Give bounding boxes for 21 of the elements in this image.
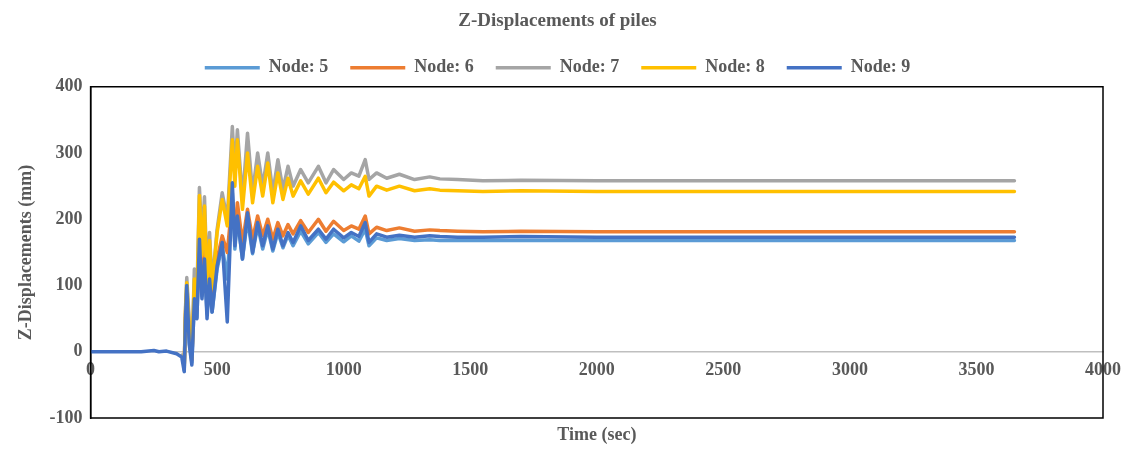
legend-label: Node: 6 <box>414 56 474 77</box>
y-tick-label: 200 <box>55 207 83 228</box>
legend-label: Node: 7 <box>559 56 620 77</box>
chart-title: Z-Displacements of piles <box>458 9 657 31</box>
legend-label: Node: 9 <box>850 56 911 77</box>
y-tick-label: 300 <box>55 141 83 162</box>
x-tick-label: 2000 <box>578 359 615 380</box>
y-axis-title: Z-Displacements (mm) <box>15 164 37 341</box>
x-tick-label: 1500 <box>452 359 489 380</box>
x-axis-title: Time (sec) <box>557 423 637 445</box>
y-tick-label: 0 <box>73 340 83 361</box>
y-tick-label: 100 <box>55 274 83 295</box>
x-tick-label: 2500 <box>705 359 742 380</box>
y-tick-label: -100 <box>49 406 83 427</box>
x-tick-label: 3500 <box>958 359 995 380</box>
y-tick-label: 400 <box>55 75 83 96</box>
legend-label: Node: 5 <box>268 56 329 77</box>
x-tick-label: 500 <box>203 359 231 380</box>
x-tick-label: 3000 <box>831 359 868 380</box>
x-tick-label: 1000 <box>325 359 362 380</box>
legend-label: Node: 8 <box>705 56 765 77</box>
